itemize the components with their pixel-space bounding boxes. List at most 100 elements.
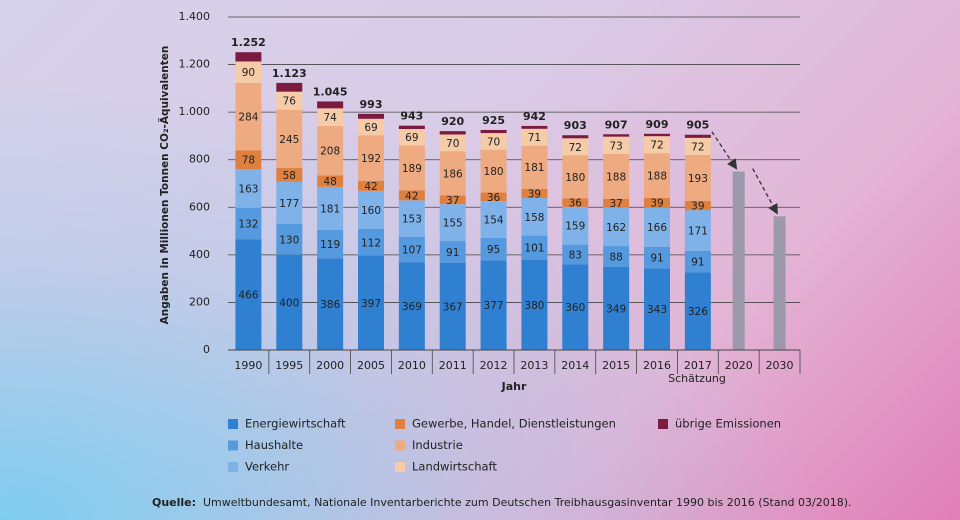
bar-segment xyxy=(398,129,425,146)
bar-segment xyxy=(276,91,303,110)
bar-segment xyxy=(358,113,384,119)
y-tick-label: 1.400 xyxy=(179,10,211,23)
segment-label: 42 xyxy=(364,181,377,193)
segment-label: 72 xyxy=(650,140,663,152)
segment-label: 95 xyxy=(487,244,500,256)
segment-label: 158 xyxy=(524,212,544,224)
bar-segment xyxy=(562,264,589,350)
bar-segment xyxy=(562,244,589,265)
bar-segment xyxy=(521,145,548,189)
segment-label: 73 xyxy=(609,140,622,152)
bar-segment xyxy=(358,255,384,350)
legend-label: Haushalte xyxy=(245,438,303,452)
segment-label: 188 xyxy=(606,171,626,183)
legend-swatch xyxy=(228,462,238,472)
bar-segment xyxy=(276,254,303,350)
segment-label: 119 xyxy=(320,239,340,251)
bar-segment xyxy=(603,154,630,199)
bar-segment xyxy=(644,153,670,199)
bar-segment xyxy=(644,198,670,208)
legend-swatch xyxy=(395,419,405,429)
bar-segment xyxy=(603,246,630,267)
bar-segment xyxy=(644,268,670,350)
bar-segment xyxy=(480,237,507,261)
y-tick-label: 0 xyxy=(203,343,210,356)
x-tick-label: 2014 xyxy=(561,359,589,372)
bar-segment xyxy=(439,262,466,350)
segment-label: 377 xyxy=(484,300,504,312)
y-tick-label: 400 xyxy=(189,248,210,261)
segment-label: 37 xyxy=(446,195,459,207)
total-label: 1.045 xyxy=(313,85,348,98)
bar-segment xyxy=(439,151,466,196)
bar-segment xyxy=(439,131,466,135)
bar-segment xyxy=(317,108,344,126)
source-label: Quelle: xyxy=(152,496,196,509)
segment-label: 162 xyxy=(606,222,626,234)
segment-label: 36 xyxy=(569,198,583,210)
total-label: 1.252 xyxy=(231,36,266,49)
bar-segment xyxy=(480,260,507,350)
bar-segment xyxy=(398,262,425,350)
legend-label: Industrie xyxy=(412,438,463,452)
x-tick-label: 2011 xyxy=(439,359,467,372)
segment-label: 71 xyxy=(528,132,541,144)
segment-label: 154 xyxy=(484,214,504,226)
legend-label: Energiewirtschaft xyxy=(245,417,346,431)
segment-label: 400 xyxy=(279,297,299,309)
x-tick-label: 2015 xyxy=(602,359,630,372)
bar-segment xyxy=(480,129,507,134)
bar-segment xyxy=(684,200,711,211)
segment-label: 70 xyxy=(446,138,459,150)
bar-segment xyxy=(521,198,548,236)
bar-segment xyxy=(480,201,507,238)
segment-label: 180 xyxy=(484,166,504,178)
x-axis-label: Jahr xyxy=(501,380,527,393)
bar-segment xyxy=(521,128,548,146)
bar-segment xyxy=(562,135,589,139)
segment-label: 245 xyxy=(279,134,299,146)
segment-label: 181 xyxy=(320,203,340,215)
x-tick-label: 2030 xyxy=(766,359,794,372)
bar-segment xyxy=(603,198,630,208)
segment-label: 69 xyxy=(364,122,377,134)
legend-swatch xyxy=(228,419,238,429)
bar-segment xyxy=(276,181,303,224)
segment-label: 88 xyxy=(609,252,622,264)
segment-label: 58 xyxy=(283,170,296,182)
x-tick-label: 2005 xyxy=(357,359,385,372)
bar-segment xyxy=(480,133,507,150)
bar-segment xyxy=(317,258,344,350)
segment-label: 189 xyxy=(402,163,422,175)
bar-segment xyxy=(684,134,711,138)
segment-label: 349 xyxy=(606,303,626,315)
bar-segment xyxy=(317,125,344,176)
x-tick-label: 1990 xyxy=(234,359,262,372)
bar-segment xyxy=(684,137,711,155)
legend-swatch xyxy=(395,440,405,451)
y-tick-label: 1.000 xyxy=(179,105,211,118)
bar-segment xyxy=(398,145,425,191)
segment-label: 181 xyxy=(524,162,544,174)
segment-label: 159 xyxy=(565,221,585,233)
segment-label: 153 xyxy=(402,214,422,226)
segment-label: 326 xyxy=(688,306,708,318)
segment-label: 91 xyxy=(650,253,663,265)
total-label: 907 xyxy=(605,118,628,131)
segment-label: 39 xyxy=(691,201,704,213)
bar-segment xyxy=(644,246,670,269)
segment-label: 166 xyxy=(647,222,667,234)
segment-label: 48 xyxy=(323,176,336,188)
bar-segment xyxy=(235,207,262,240)
legend-swatch xyxy=(395,462,405,472)
segment-label: 180 xyxy=(565,172,585,184)
legend-swatch xyxy=(658,419,668,429)
total-label: 909 xyxy=(646,118,669,131)
bar-segment xyxy=(644,136,670,154)
bar-segment xyxy=(317,175,344,187)
segment-label: 39 xyxy=(650,198,663,210)
bar-segment xyxy=(235,52,262,62)
bar-segment xyxy=(562,138,589,156)
